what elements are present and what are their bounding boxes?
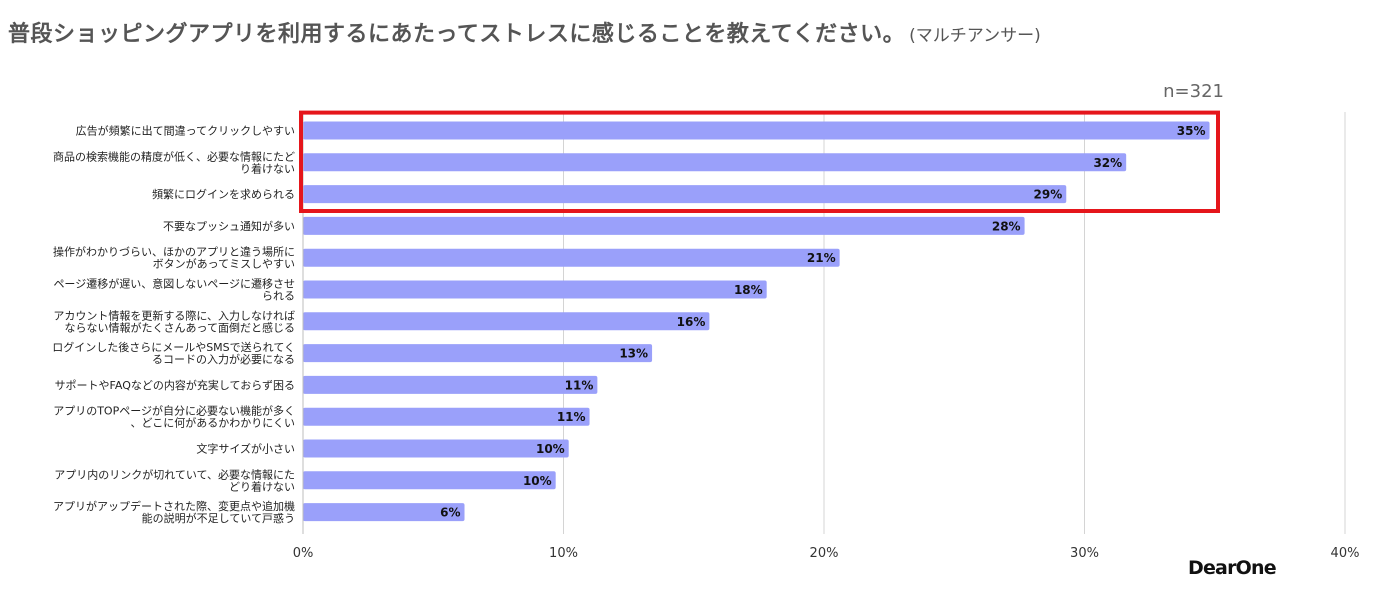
category-label-2: 頻繁にログインを求められる xyxy=(152,187,295,201)
category-label-4-line-0: 操作がわかりづらい、ほかのアプリと違う場所に xyxy=(53,245,295,259)
bar-6 xyxy=(303,312,710,331)
category-label-7-line-1: るコードの入力が必要になる xyxy=(152,352,295,366)
bar-0 xyxy=(303,121,1210,140)
category-label-9-line-0: アプリのTOPページが自分に必要ない機能が多く xyxy=(53,404,295,418)
x-tick-label-2: 20% xyxy=(810,546,839,561)
bar-data-label-4: 21% xyxy=(807,251,836,265)
x-tick-label-1: 10% xyxy=(549,546,578,561)
x-tick-label-0: 0% xyxy=(293,546,314,561)
bar-data-label-3: 28% xyxy=(992,219,1021,233)
bar-7 xyxy=(303,344,653,363)
chart-title-subtitle: (マルチアンサー) xyxy=(909,26,1041,46)
bar-11 xyxy=(303,471,556,490)
bar-1 xyxy=(303,153,1127,172)
bar-5 xyxy=(303,280,767,299)
highlight-box xyxy=(299,110,1220,213)
category-label-10: 文字サイズが小さい xyxy=(196,442,295,456)
category-label-9-line-1: 、どこに何があるかわかりにくい xyxy=(131,416,295,430)
bar-data-label-11: 10% xyxy=(523,474,552,488)
bar-10 xyxy=(303,439,569,458)
bar-data-label-0: 35% xyxy=(1177,124,1206,138)
x-tick-label-4: 40% xyxy=(1331,546,1360,561)
bar-data-label-5: 18% xyxy=(734,283,763,297)
sample-size-label: n=321 xyxy=(1163,81,1224,102)
category-label-12-line-0: アプリがアップデートされた際、変更点や追加機 xyxy=(53,499,295,513)
category-label-5-line-1: られる xyxy=(262,290,295,303)
x-tick-label-3: 30% xyxy=(1070,546,1099,561)
bar-data-label-7: 13% xyxy=(619,347,648,361)
bar-data-label-9: 11% xyxy=(557,410,586,424)
category-label-1-line-1: り着けない xyxy=(240,161,295,175)
category-label-12-line-1: 能の説明が不足していて戸惑う xyxy=(142,511,295,525)
bar-12 xyxy=(303,503,465,522)
category-label-8: サポートやFAQなどの内容が充実しておらず困る xyxy=(55,378,295,392)
category-label-6-line-0: アカウント情報を更新する際に、入力しなければ xyxy=(53,308,295,322)
bar-8 xyxy=(303,375,598,394)
category-label-5-line-0: ページ遷移が遅い、意図しないページに遷移させ xyxy=(53,277,295,291)
chart-title-main: 普段ショッピングアプリを利用するにあたってストレスに感じることを教えてください。 xyxy=(8,22,906,47)
bar-2 xyxy=(303,185,1067,204)
category-label-4-line-1: ボタンがあってミスしやすい xyxy=(153,257,295,271)
bar-data-label-10: 10% xyxy=(536,442,565,456)
category-label-1-line-0: 商品の検索機能の精度が低く、必要な情報にたど xyxy=(53,149,295,163)
bar-data-label-1: 32% xyxy=(1093,156,1122,170)
category-label-11-line-1: どり着けない xyxy=(229,479,295,493)
bar-4 xyxy=(303,248,840,267)
chart-title: 普段ショッピングアプリを利用するにあたってストレスに感じることを教えてください。… xyxy=(8,16,1388,48)
bar-data-label-2: 29% xyxy=(1034,188,1063,202)
bar-data-label-8: 11% xyxy=(565,378,594,392)
bar-data-label-6: 16% xyxy=(677,315,706,329)
category-label-7-line-0: ログインした後さらにメールやSMSで送られてく xyxy=(52,340,295,354)
category-label-3: 不要なプッシュ通知が多い xyxy=(163,219,295,233)
bar-3 xyxy=(303,216,1025,235)
bar-9 xyxy=(303,407,590,426)
category-label-0: 広告が頻繁に出て間違ってクリックしやすい xyxy=(76,124,295,138)
category-label-6-line-1: ならない情報がたくさんあって面倒だと感じる xyxy=(65,320,295,334)
bar-data-label-12: 6% xyxy=(440,506,460,520)
category-label-11-line-0: アプリ内のリンクが切れていて、必要な情報にた xyxy=(54,467,295,481)
dearone-logo: DearOne xyxy=(1188,557,1277,579)
